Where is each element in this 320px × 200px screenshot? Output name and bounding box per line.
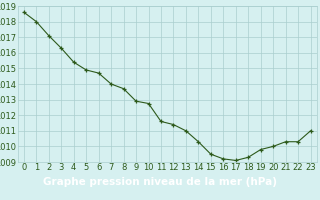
- Text: Graphe pression niveau de la mer (hPa): Graphe pression niveau de la mer (hPa): [43, 177, 277, 187]
